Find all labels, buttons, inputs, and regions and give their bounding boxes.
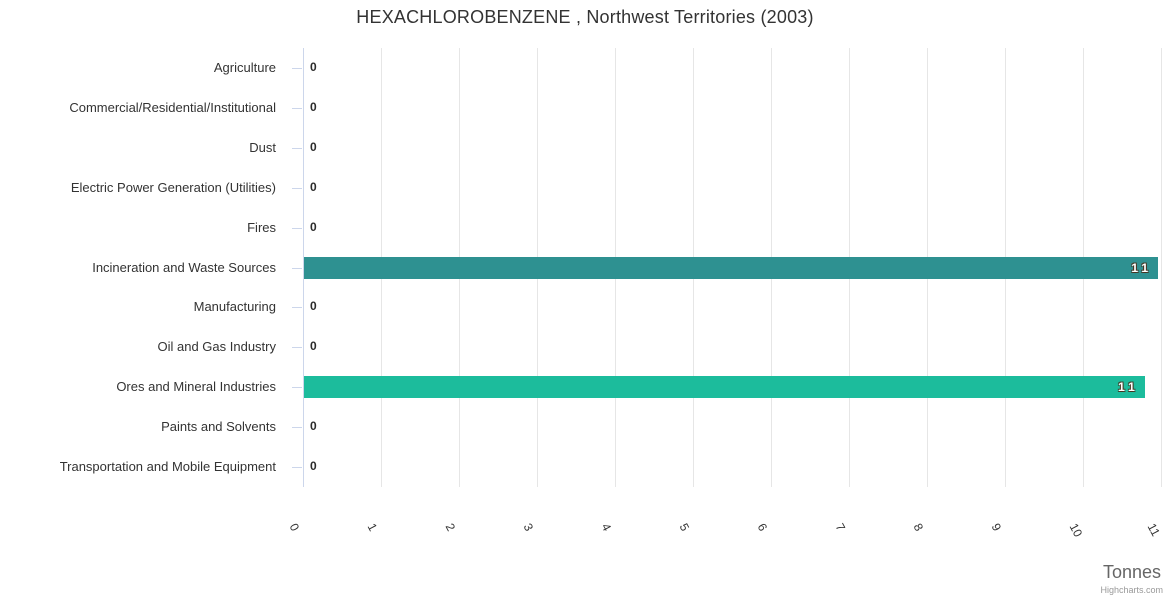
category-axis-labels: Agriculture Commercial/Residential/Instit… xyxy=(0,48,290,487)
category-label: Ores and Mineral Industries xyxy=(116,379,276,395)
y-axis-tick xyxy=(292,387,302,388)
x-axis-tick-label: 10 xyxy=(1066,521,1086,540)
category-label: Transportation and Mobile Equipment xyxy=(59,459,276,475)
x-axis-tick-label: 8 xyxy=(910,521,927,534)
zero-value-label: 0 xyxy=(310,299,317,314)
y-axis-tick xyxy=(292,188,302,189)
zero-value-label: 0 xyxy=(310,139,317,154)
category-label: Incineration and Waste Sources xyxy=(92,259,276,275)
y-axis-tick xyxy=(292,108,302,109)
y-axis-tick xyxy=(292,467,302,468)
bar[interactable]: 11 xyxy=(304,376,1145,399)
category-label: Manufacturing xyxy=(193,299,276,315)
y-axis-tick xyxy=(292,228,302,229)
category-label: Fires xyxy=(247,219,276,235)
x-axis-tick-label: 4 xyxy=(598,521,615,534)
x-axis-tick-label: 9 xyxy=(988,521,1005,534)
x-axis-tick-label: 0 xyxy=(286,521,303,534)
category-label: Electric Power Generation (Utilities) xyxy=(70,179,276,195)
x-axis-tick-label: 7 xyxy=(832,521,849,534)
category-label: Dust xyxy=(249,139,276,155)
value-axis-title: Tonnes xyxy=(1102,562,1161,582)
x-axis-tick-label: 5 xyxy=(676,521,693,534)
zero-value-label: 0 xyxy=(310,419,317,434)
zero-value-label: 0 xyxy=(310,59,317,74)
y-axis-tick xyxy=(292,268,302,269)
y-axis-tick xyxy=(292,148,302,149)
plot-area: 0 0 0 0 0 11 0 0 11 0 0 xyxy=(292,48,1162,487)
bar-value-label: 11 xyxy=(1118,380,1139,395)
zero-value-label: 0 xyxy=(310,99,317,114)
category-label: Commercial/Residential/Institutional xyxy=(69,99,276,115)
category-label: Agriculture xyxy=(213,59,276,75)
zero-value-label: 0 xyxy=(310,459,317,474)
category-label: Oil and Gas Industry xyxy=(157,339,277,355)
y-axis-line xyxy=(303,48,304,487)
zero-value-label: 0 xyxy=(310,339,317,354)
chart-title: HEXACHLOROBENZENE , Northwest Territorie… xyxy=(356,7,814,27)
x-axis-tick-label: 3 xyxy=(520,521,537,534)
y-axis-tick xyxy=(292,427,302,428)
gridline xyxy=(1161,48,1162,487)
value-axis-labels: 0 1 2 3 4 5 6 7 8 9 10 11 xyxy=(287,519,1163,569)
zero-value-label: 0 xyxy=(310,179,317,194)
y-axis-tick xyxy=(292,347,302,348)
x-axis-tick-label: 2 xyxy=(442,521,459,534)
zero-value-label: 0 xyxy=(310,219,317,234)
x-axis-tick-label: 11 xyxy=(1144,521,1163,539)
bar[interactable]: 11 xyxy=(304,256,1159,279)
highcharts-credit-link[interactable]: Highcharts.com xyxy=(1100,585,1163,595)
y-axis-tick xyxy=(292,68,302,69)
x-axis-tick-label: 1 xyxy=(364,521,381,534)
bar-value-label: 11 xyxy=(1131,260,1153,275)
y-axis-tick xyxy=(292,307,302,308)
category-label: Paints and Solvents xyxy=(161,419,276,435)
x-axis-tick-label: 6 xyxy=(754,521,771,534)
